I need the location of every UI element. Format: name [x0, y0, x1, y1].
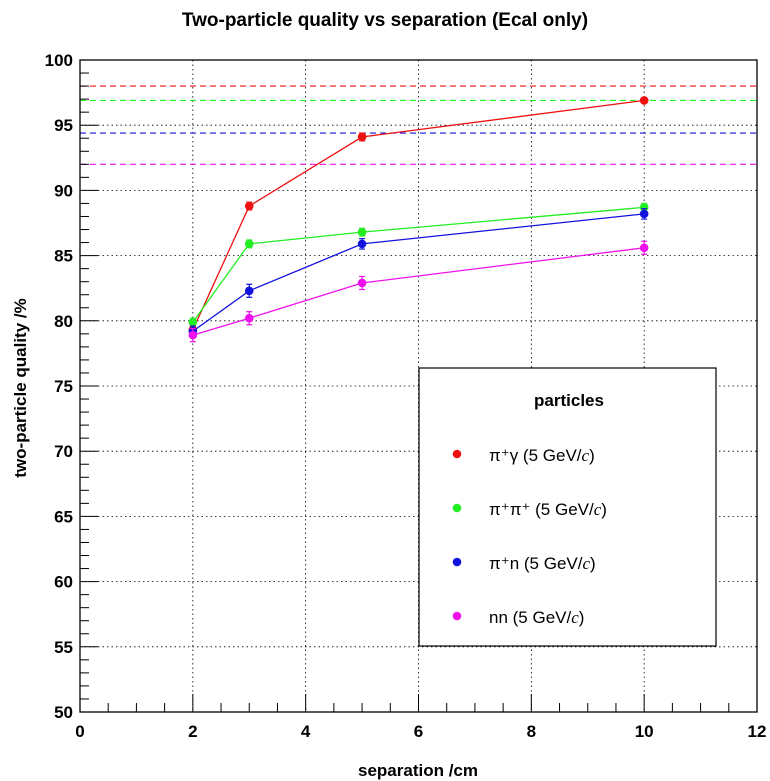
data-point [357, 132, 367, 142]
series-line [192, 247, 645, 336]
x-tick-label: 12 [748, 722, 767, 741]
y-tick-label: 65 [54, 507, 73, 526]
data-point [639, 203, 649, 212]
y-tick-label: 75 [54, 377, 73, 396]
legend-label: nn (5 GeV/c) [489, 608, 584, 627]
y-tick-label: 90 [54, 181, 73, 200]
series-line [192, 99, 645, 331]
legend: particles π⁺γ (5 GeV/c)π⁺π⁺ (5 GeV/c)π⁺n… [418, 367, 717, 647]
legend-label-close: ) [601, 500, 607, 519]
data-point [639, 243, 649, 253]
legend-label-unit: c [582, 554, 590, 573]
legend-label-unit: c [594, 500, 602, 519]
legend-entry: π⁺γ (5 GeV/c) [452, 446, 595, 465]
legend-label-unit: c [582, 446, 590, 465]
y-tick-label: 70 [54, 442, 73, 461]
axis-ticks [79, 59, 758, 713]
data-point [244, 239, 254, 249]
data-point [188, 330, 198, 340]
data-point [188, 317, 198, 327]
x-tick-label: 2 [188, 722, 197, 741]
y-tick-label: 100 [45, 51, 73, 70]
legend-label-close: ) [589, 446, 595, 465]
legend-label-close: ) [590, 554, 596, 573]
legend-label: π⁺n (5 GeV/c) [489, 554, 596, 573]
legend-label-unit: c [571, 608, 579, 627]
x-tick-label: 4 [301, 722, 311, 741]
series-layer [188, 96, 649, 343]
y-tick-label: 80 [54, 312, 73, 331]
y-tick-label: 50 [54, 703, 73, 722]
legend-label-text: nn (5 GeV/ [489, 608, 571, 627]
data-point [357, 239, 367, 249]
y-tick-labels: 50 55 60 65 70 75 80 85 90 95 100 [45, 51, 73, 722]
legend-label-close: ) [579, 608, 585, 627]
legend-entry: π⁺π⁺ (5 GeV/c) [452, 500, 607, 519]
legend-marker [452, 503, 462, 513]
x-tick-label: 8 [527, 722, 536, 741]
y-tick-label: 85 [54, 247, 73, 266]
data-point [357, 278, 367, 288]
legend-marker [452, 557, 462, 567]
legend-label: π⁺π⁺ (5 GeV/c) [489, 500, 607, 519]
y-tick-label: 55 [54, 638, 73, 657]
legend-marker [452, 449, 462, 459]
data-point [244, 201, 254, 211]
data-point [639, 96, 649, 105]
data-point [639, 209, 649, 219]
legend-label: π⁺γ (5 GeV/c) [489, 446, 595, 465]
series [188, 240, 649, 343]
series-line [192, 206, 645, 323]
legend-entry: π⁺n (5 GeV/c) [452, 554, 596, 573]
legend-box [418, 367, 717, 647]
y-axis-title: two-particle quality /% [11, 298, 30, 477]
y-tick-label: 60 [54, 573, 73, 592]
data-point [244, 313, 254, 323]
legend-marker [452, 611, 462, 621]
x-tick-label: 0 [75, 722, 84, 741]
x-tick-labels: 0 2 4 6 8 10 12 [75, 722, 766, 741]
legend-header: particles [534, 391, 604, 410]
x-axis-title: separation /cm [358, 761, 478, 780]
legend-entry: nn (5 GeV/c) [452, 608, 584, 627]
legend-label-text: π⁺π⁺ (5 GeV/ [489, 500, 594, 519]
x-tick-label: 10 [635, 722, 654, 741]
series-line [192, 213, 645, 332]
chart-title: Two-particle quality vs separation (Ecal… [182, 10, 588, 31]
data-point [244, 286, 254, 296]
data-point [357, 227, 367, 237]
x-tick-label: 6 [414, 722, 423, 741]
legend-entries: π⁺γ (5 GeV/c)π⁺π⁺ (5 GeV/c)π⁺n (5 GeV/c)… [452, 446, 607, 627]
legend-label-text: π⁺n (5 GeV/ [489, 554, 583, 573]
legend-label-text: π⁺γ (5 GeV/ [489, 446, 582, 465]
y-tick-label: 95 [54, 116, 73, 135]
